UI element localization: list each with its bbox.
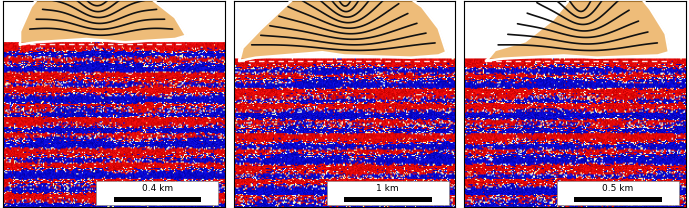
Text: 0.5 km: 0.5 km bbox=[602, 184, 634, 193]
Bar bbox=[114, 197, 201, 202]
Text: 0.4 km: 0.4 km bbox=[142, 184, 173, 193]
Bar bbox=[557, 181, 679, 205]
Bar bbox=[574, 197, 662, 202]
Bar bbox=[344, 197, 431, 202]
Bar bbox=[327, 181, 449, 205]
Polygon shape bbox=[486, 0, 669, 61]
Polygon shape bbox=[239, 0, 446, 61]
Bar bbox=[96, 181, 218, 205]
Text: 1 km: 1 km bbox=[376, 184, 399, 193]
Polygon shape bbox=[20, 0, 186, 44]
